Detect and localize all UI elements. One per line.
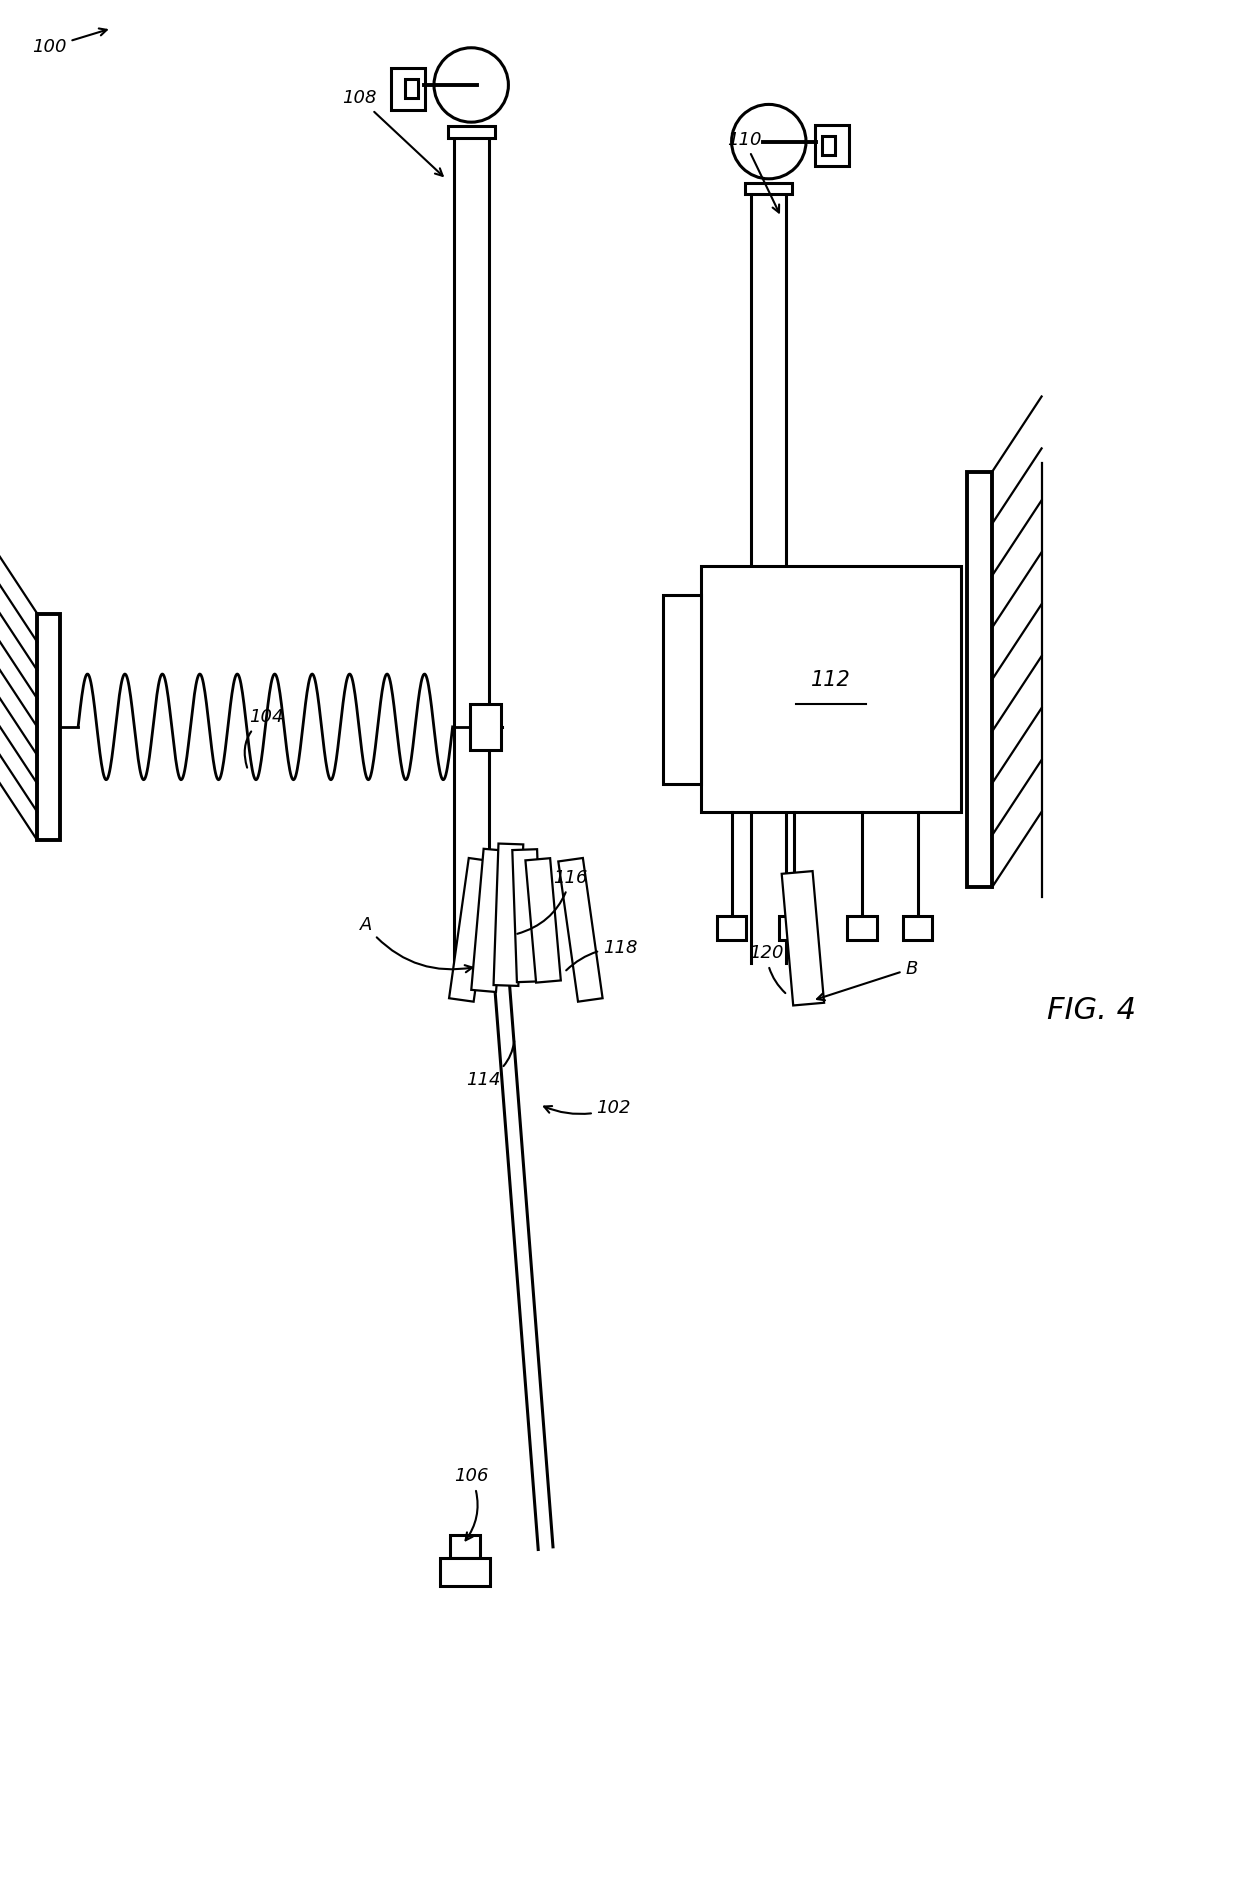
Bar: [822, 136, 835, 155]
Bar: [494, 844, 523, 986]
Text: 104: 104: [244, 708, 284, 768]
Bar: [815, 125, 849, 166]
Bar: [391, 68, 425, 110]
Bar: [781, 870, 825, 1006]
Bar: [512, 850, 542, 982]
Text: FIG. 4: FIG. 4: [1047, 995, 1136, 1025]
Text: 102: 102: [544, 1099, 631, 1118]
Text: 114: 114: [466, 1040, 515, 1089]
Bar: [526, 859, 560, 982]
Bar: [448, 126, 495, 138]
Text: 108: 108: [342, 89, 443, 176]
Text: 112: 112: [811, 670, 851, 689]
Bar: [440, 1558, 490, 1586]
Circle shape: [732, 104, 806, 179]
Text: B: B: [817, 959, 918, 1001]
Bar: [903, 916, 932, 940]
Bar: [745, 183, 792, 194]
Bar: [779, 916, 808, 940]
Bar: [470, 704, 501, 750]
Bar: [471, 850, 508, 991]
Text: 120: 120: [749, 944, 785, 993]
Bar: [558, 857, 603, 1003]
Text: 100: 100: [32, 28, 107, 57]
Bar: [449, 857, 494, 1003]
Text: 106: 106: [454, 1467, 489, 1541]
Text: A: A: [360, 916, 472, 972]
Bar: [37, 614, 60, 840]
Text: 118: 118: [567, 938, 637, 970]
Text: 110: 110: [727, 130, 779, 213]
Bar: [701, 566, 961, 812]
Circle shape: [434, 47, 508, 123]
Bar: [663, 595, 701, 784]
Text: 116: 116: [517, 868, 588, 935]
Bar: [405, 79, 418, 98]
Bar: [450, 1535, 480, 1558]
Bar: [967, 472, 992, 887]
Bar: [847, 916, 877, 940]
Bar: [717, 916, 746, 940]
